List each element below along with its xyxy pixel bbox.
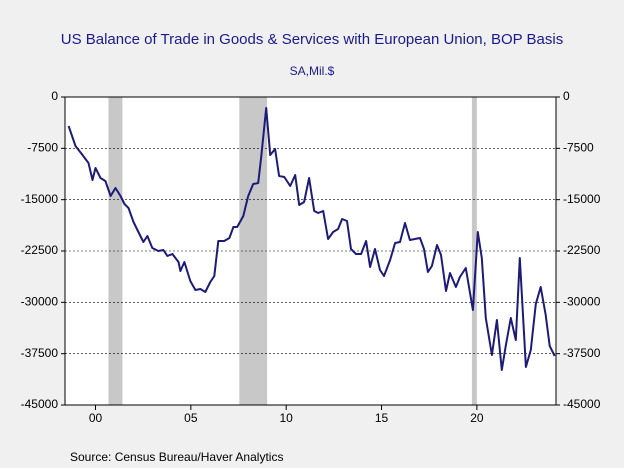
x-tick-label: 15 [375, 411, 389, 425]
chart-title: US Balance of Trade in Goods & Services … [61, 31, 564, 48]
y-tick-label: 0 [51, 89, 58, 103]
data-line [67, 107, 556, 371]
source-note: Source: Census Bureau/Haver Analytics [70, 450, 283, 464]
y2-tick-label: -7500 [563, 141, 594, 155]
y-tick-label: -7500 [27, 141, 58, 155]
x-tick-label: 20 [470, 411, 484, 425]
y2-tick-label: -30000 [563, 295, 601, 309]
chart-subtitle: SA,Mil.$ [290, 64, 335, 78]
y-tick-label: -15000 [21, 192, 59, 206]
x-tick-label: 05 [184, 411, 198, 425]
y-tick-label: -37500 [21, 346, 59, 360]
y-tick-label: -30000 [21, 295, 59, 309]
y-tick-label: -45000 [21, 397, 59, 411]
y2-tick-label: -45000 [563, 397, 601, 411]
recession-band [108, 97, 123, 405]
y2-tick-label: -37500 [563, 346, 601, 360]
y2-tick-label: -22500 [563, 243, 601, 257]
y-tick-label: -22500 [21, 243, 59, 257]
y2-tick-label: -15000 [563, 192, 601, 206]
plot-frame [64, 96, 557, 406]
x-tick-label: 10 [280, 411, 294, 425]
x-tick-label: 00 [89, 411, 103, 425]
y2-tick-label: 0 [563, 89, 570, 103]
